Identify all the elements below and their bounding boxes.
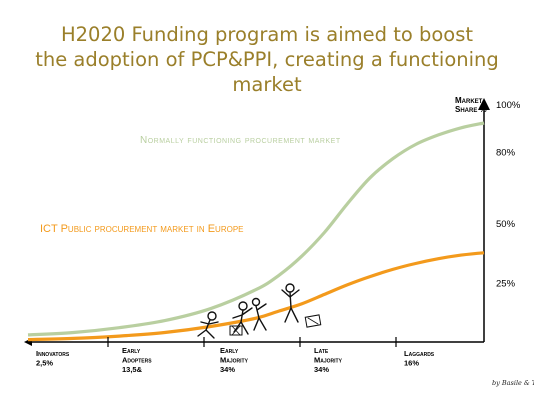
- category-label: Innovators 2,5%: [36, 349, 70, 368]
- pushing-figures-illustration: [197, 283, 322, 339]
- category-label: Early Adopters 13,5&: [122, 346, 152, 374]
- y-tick-labels: 100% 80% 50% 25%: [496, 100, 521, 290]
- slide-title: H2020 Funding program is aimed to boost …: [0, 22, 534, 97]
- y-tick-label: 50%: [496, 219, 516, 230]
- series-label-ict: ICT Public procurement market in Europe: [40, 223, 244, 235]
- category-label: Late Majority 34%: [314, 346, 343, 374]
- series-label-normal: Normally functioning procurement market: [140, 135, 341, 146]
- adopter-categories: Innovators 2,5% Early Adopters 13,5&Early Maj…: [36, 337, 435, 374]
- y-tick-label: 25%: [496, 279, 516, 290]
- category-label: Laggards 16%: [404, 349, 435, 368]
- y-tick-label: 100%: [496, 100, 521, 111]
- title-line-1: H2020 Funding program is aimed to boost: [60, 23, 474, 46]
- y-tick-label: 80%: [496, 148, 516, 159]
- normal-market-curve: [27, 121, 485, 337]
- category-label: Early Majority 34%: [220, 346, 249, 374]
- title-line-2: the adoption of PCP&PPI, creating a func…: [35, 48, 499, 96]
- y-axis-title: Market Share %: [455, 96, 487, 114]
- signature: by Basile & Tonio: [492, 379, 534, 387]
- ict-market-curve: [27, 251, 485, 342]
